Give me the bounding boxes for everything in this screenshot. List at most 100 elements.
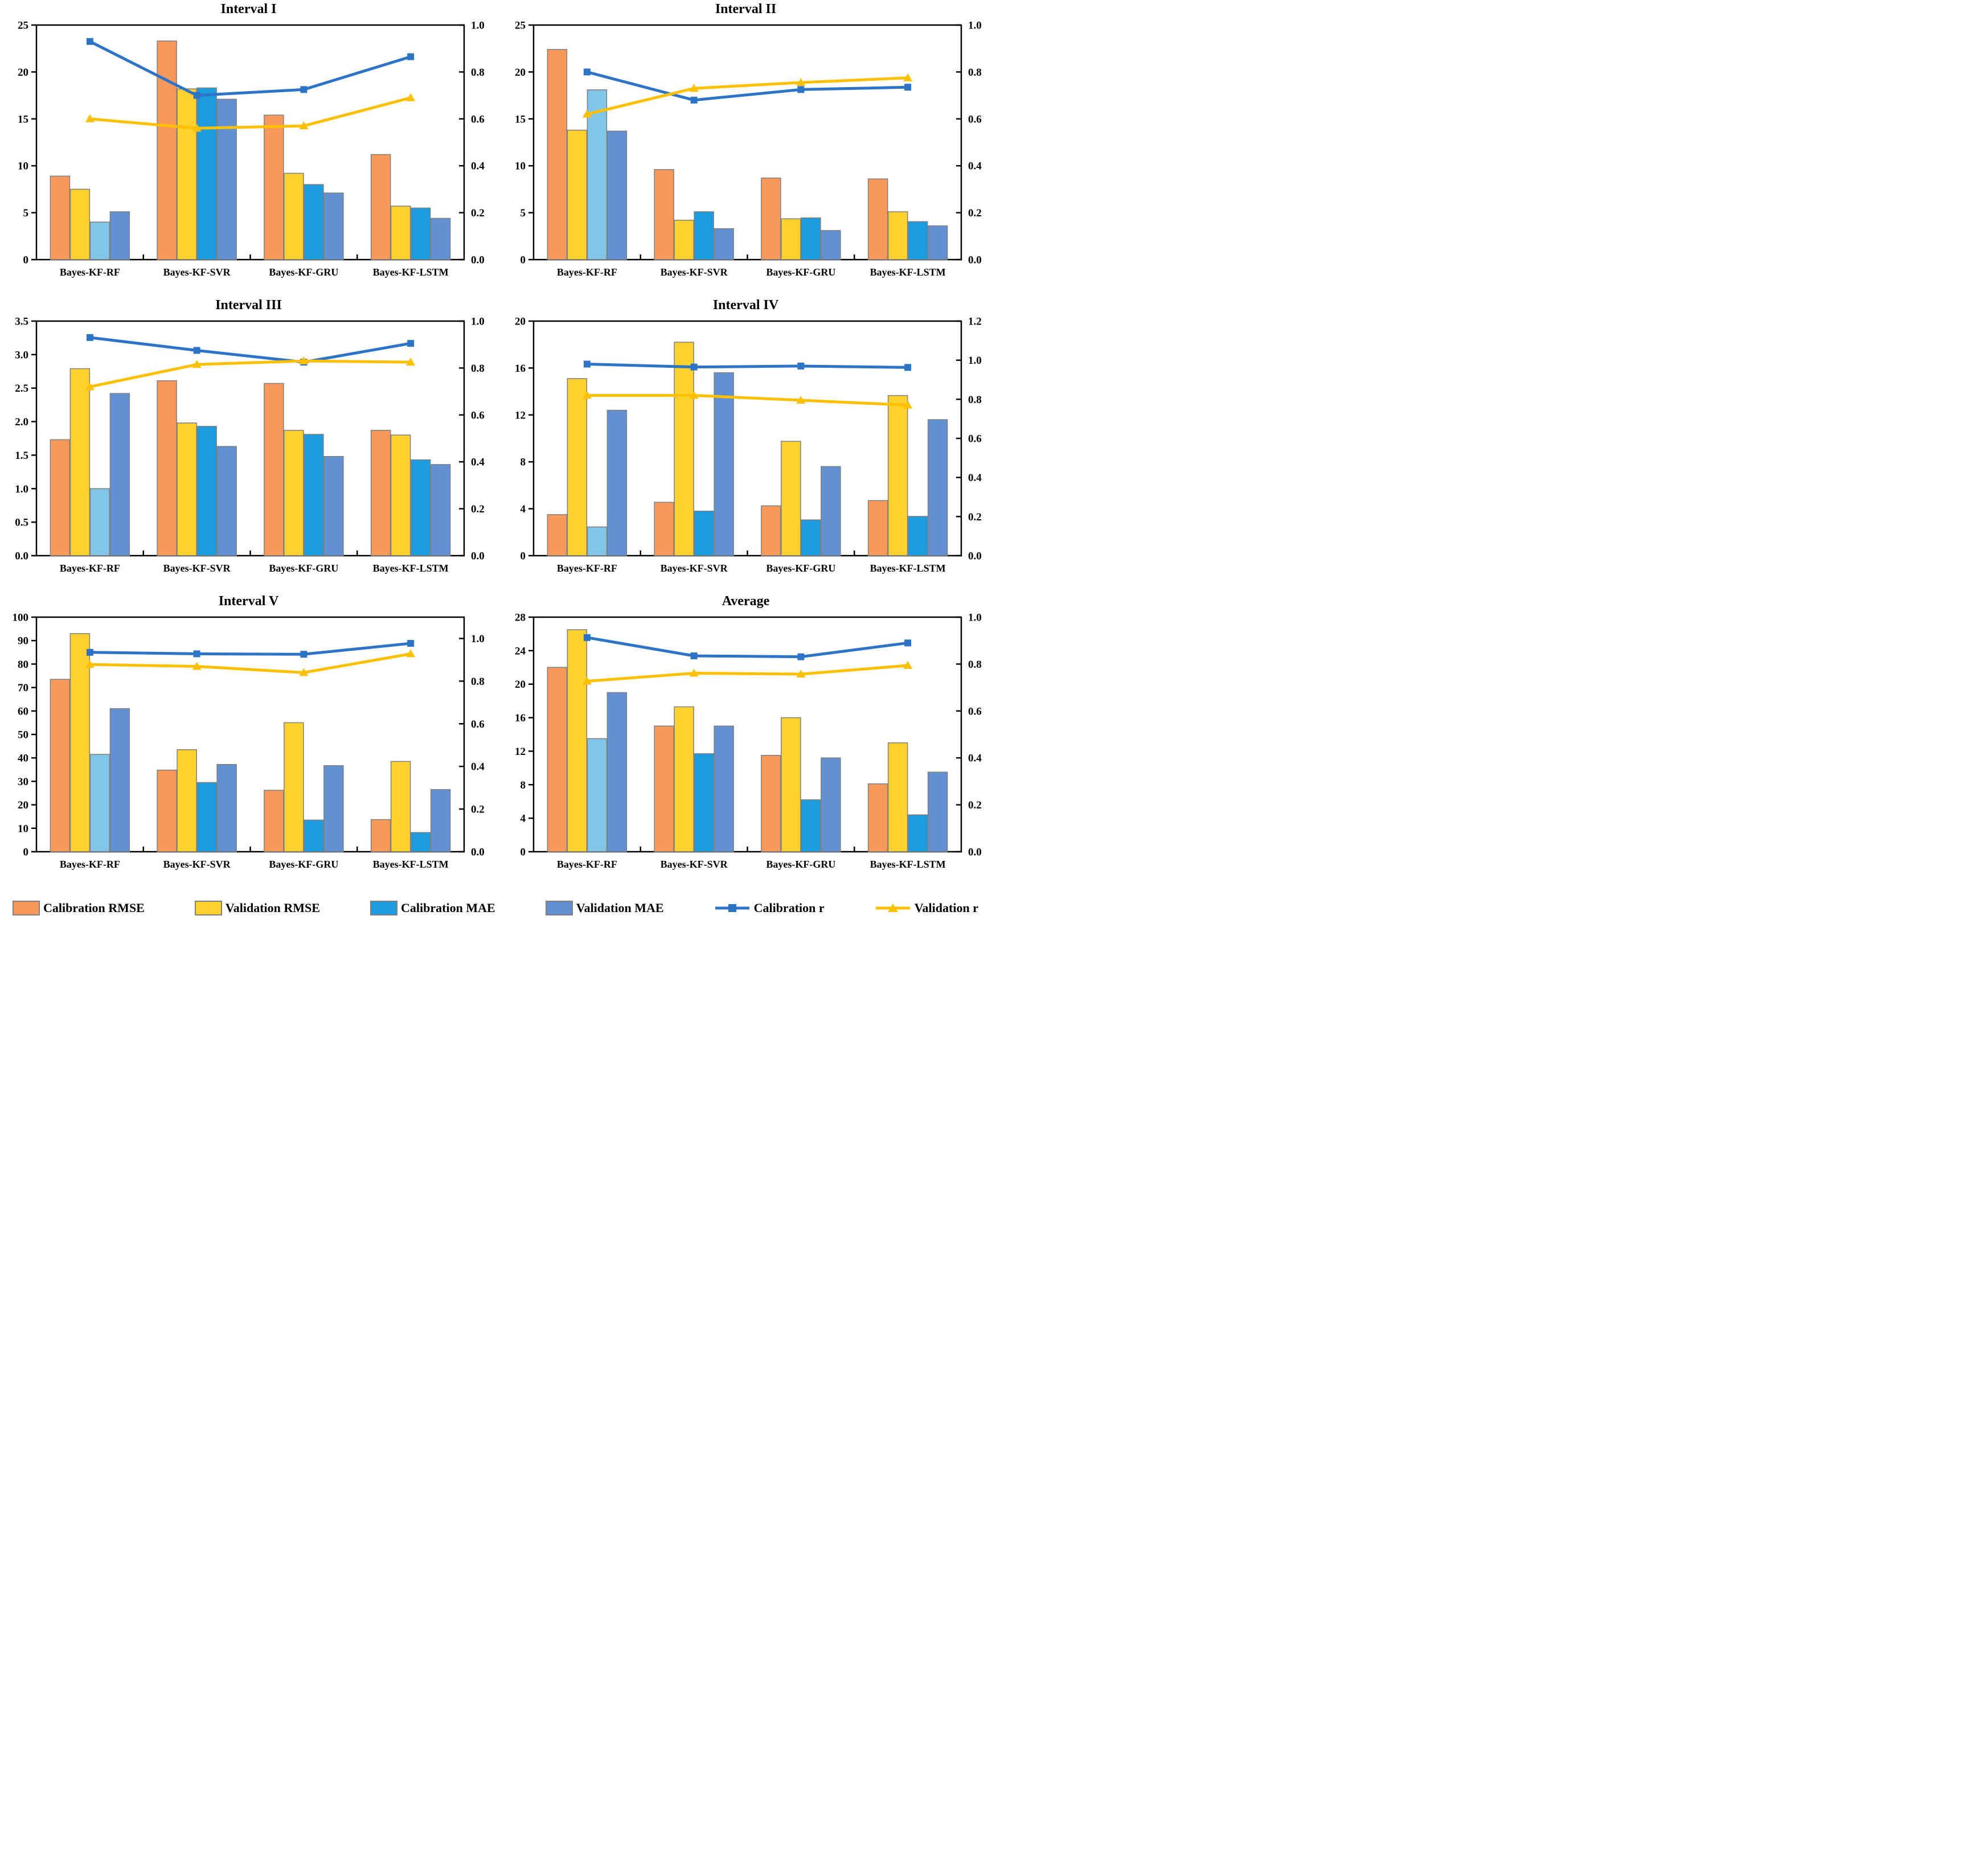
svg-text:Bayes-KF-GRU: Bayes-KF-GRU <box>269 266 338 278</box>
bar <box>907 221 928 260</box>
bar <box>587 738 608 852</box>
bar <box>694 211 714 260</box>
svg-text:0.8: 0.8 <box>968 67 982 79</box>
bar <box>714 372 734 556</box>
line-validation-r <box>582 73 913 118</box>
square-marker-icon <box>407 340 415 347</box>
bar <box>567 629 588 852</box>
bar <box>69 188 91 260</box>
svg-text:0.2: 0.2 <box>968 207 982 219</box>
bars-validation-mae <box>606 372 948 556</box>
svg-text:2.5: 2.5 <box>15 383 28 395</box>
category-labels: Bayes-KF-RF Bayes-KF-SVR Bayes-KF-GRU Bayes… <box>60 266 449 278</box>
bar <box>907 814 928 852</box>
bar <box>390 434 411 556</box>
triangle-marker-icon <box>689 668 699 677</box>
svg-text:Bayes-KF-SVR: Bayes-KF-SVR <box>163 859 231 870</box>
legend-item-calibration-r: Calibration r <box>714 901 825 915</box>
svg-text:Bayes-KF-GRU: Bayes-KF-GRU <box>766 266 835 278</box>
svg-text:0.6: 0.6 <box>968 433 982 445</box>
svg-text:0.8: 0.8 <box>968 394 982 406</box>
svg-text:0.5: 0.5 <box>15 517 28 529</box>
bar <box>801 519 821 556</box>
bar <box>674 706 694 852</box>
svg-text:3.0: 3.0 <box>15 349 28 361</box>
bar <box>196 782 217 852</box>
triangle-marker-icon <box>903 400 913 409</box>
bar <box>781 717 801 852</box>
bar <box>216 446 237 556</box>
svg-text:70: 70 <box>18 682 28 694</box>
svg-text:0.0: 0.0 <box>15 551 28 562</box>
svg-text:Bayes-KF-LSTM: Bayes-KF-LSTM <box>870 562 946 574</box>
svg-text:0.6: 0.6 <box>471 718 485 730</box>
right-axis: 0.0 0.2 0.4 0.6 0.8 1.0 <box>956 612 982 859</box>
svg-text:Bayes-KF-RF: Bayes-KF-RF <box>60 562 120 574</box>
bar <box>547 667 568 852</box>
bar <box>216 763 237 852</box>
bar <box>177 422 197 556</box>
svg-text:Bayes-KF-LSTM: Bayes-KF-LSTM <box>870 266 946 278</box>
triangle-marker-icon <box>689 391 699 399</box>
bar <box>714 228 734 260</box>
svg-text:0: 0 <box>23 254 29 266</box>
bar <box>390 761 411 852</box>
bar <box>390 206 411 260</box>
bars-calibration-rmse <box>547 667 888 852</box>
svg-text:0: 0 <box>520 551 526 562</box>
line-validation-r <box>85 649 416 676</box>
svg-text:90: 90 <box>18 635 28 647</box>
svg-text:4: 4 <box>520 813 526 825</box>
square-marker-icon <box>715 904 749 912</box>
svg-text:0.2: 0.2 <box>968 511 982 523</box>
chart-title-interval-ii: Interval II <box>715 2 777 17</box>
bars-validation-rmse <box>567 629 908 852</box>
left-axis: 0 10 20 30 40 50 60 70 80 90 100 <box>13 612 36 859</box>
bar <box>216 98 237 260</box>
svg-text:Bayes-KF-GRU: Bayes-KF-GRU <box>766 859 835 870</box>
category-labels: Bayes-KF-RF Bayes-KF-SVR Bayes-KF-GRU Bayes… <box>557 562 946 574</box>
bar <box>109 708 130 852</box>
bar <box>606 130 628 260</box>
bar <box>264 383 284 556</box>
triangle-marker-icon <box>406 358 416 366</box>
bar <box>674 342 694 556</box>
bars-validation-rmse <box>69 633 411 852</box>
panel-interval-iii: Interval III 0.0 0.5 1.0 1.5 2.0 2.5 3.0 3.5 0.0… <box>0 296 497 592</box>
chart-title-average: Average <box>722 594 770 609</box>
svg-text:Bayes-KF-RF: Bayes-KF-RF <box>557 562 617 574</box>
bar <box>567 378 588 556</box>
svg-text:0.2: 0.2 <box>471 804 485 816</box>
svg-text:1.0: 1.0 <box>968 20 982 32</box>
triangle-marker-icon <box>299 668 309 676</box>
bars-validation-rmse <box>567 129 908 260</box>
svg-text:0.0: 0.0 <box>968 847 982 859</box>
triangle-marker-icon <box>85 382 95 391</box>
svg-text:3.5: 3.5 <box>15 316 28 328</box>
chart-title-interval-iii: Interval III <box>215 298 282 313</box>
svg-text:Bayes-KF-SVR: Bayes-KF-SVR <box>661 266 728 278</box>
bar <box>304 184 324 260</box>
bar <box>654 502 674 556</box>
legend-label-calibration-r: Calibration r <box>753 901 825 915</box>
bar <box>109 211 130 260</box>
square-marker-icon <box>300 86 308 93</box>
bar <box>69 368 91 556</box>
bar <box>927 419 948 556</box>
bar <box>907 516 928 556</box>
bar <box>821 757 841 852</box>
line-validation-r <box>582 391 913 409</box>
category-ticks <box>142 254 358 260</box>
bar <box>430 789 451 852</box>
bar <box>430 217 451 260</box>
bar <box>410 459 431 556</box>
bar <box>694 753 714 852</box>
square-marker-icon <box>904 364 912 371</box>
triangle-marker-icon <box>796 396 806 404</box>
bar <box>304 434 324 556</box>
chart-title-interval-iv: Interval IV <box>712 298 779 313</box>
category-ticks <box>640 254 855 260</box>
triangle-marker-icon <box>299 356 309 365</box>
legend-label-calibration-mae: Calibration MAE <box>401 901 495 915</box>
